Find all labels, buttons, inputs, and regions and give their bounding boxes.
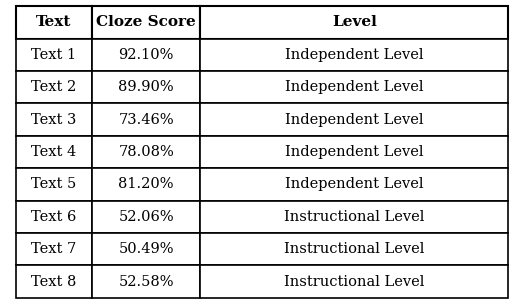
Text: Text 4: Text 4	[31, 145, 77, 159]
Bar	[92, 71, 200, 103]
Bar	[16, 168, 92, 201]
Text: 50.49%: 50.49%	[118, 242, 174, 256]
Text: Text 7: Text 7	[31, 242, 77, 256]
Text: Instructional Level: Instructional Level	[284, 210, 424, 224]
Bar	[200, 103, 508, 136]
Bar	[16, 265, 92, 298]
Text: 92.10%: 92.10%	[118, 48, 174, 62]
Text: Independent Level: Independent Level	[285, 80, 423, 94]
Text: Cloze Score: Cloze Score	[96, 15, 196, 29]
Bar	[16, 103, 92, 136]
Text: Independent Level: Independent Level	[285, 112, 423, 126]
Text: Text 3: Text 3	[31, 112, 77, 126]
Bar	[200, 71, 508, 103]
Text: Independent Level: Independent Level	[285, 178, 423, 192]
Text: Text 5: Text 5	[31, 178, 77, 192]
Bar	[92, 39, 200, 71]
Bar	[92, 233, 200, 265]
Bar	[16, 201, 92, 233]
Text: Instructional Level: Instructional Level	[284, 242, 424, 256]
Text: 52.58%: 52.58%	[118, 275, 174, 289]
Bar	[200, 136, 508, 168]
Bar	[16, 6, 92, 39]
Text: 73.46%: 73.46%	[118, 112, 174, 126]
Bar	[200, 201, 508, 233]
Text: Level: Level	[332, 15, 377, 29]
Text: Instructional Level: Instructional Level	[284, 275, 424, 289]
Bar	[92, 168, 200, 201]
Text: Text 6: Text 6	[31, 210, 77, 224]
Text: 81.20%: 81.20%	[118, 178, 174, 192]
Bar	[200, 233, 508, 265]
Text: 89.90%: 89.90%	[118, 80, 174, 94]
Text: Text 1: Text 1	[31, 48, 77, 62]
Bar	[200, 6, 508, 39]
Bar	[16, 136, 92, 168]
Text: Independent Level: Independent Level	[285, 48, 423, 62]
Text: 78.08%: 78.08%	[118, 145, 174, 159]
Text: Text: Text	[36, 15, 72, 29]
Bar	[92, 103, 200, 136]
Bar	[92, 265, 200, 298]
Bar	[200, 265, 508, 298]
Bar	[200, 168, 508, 201]
Bar	[16, 39, 92, 71]
Text: Text 2: Text 2	[31, 80, 77, 94]
Bar	[16, 233, 92, 265]
Bar	[92, 6, 200, 39]
Bar	[16, 71, 92, 103]
Bar	[92, 201, 200, 233]
Bar	[92, 136, 200, 168]
Bar	[200, 39, 508, 71]
Text: Independent Level: Independent Level	[285, 145, 423, 159]
Text: Text 8: Text 8	[31, 275, 77, 289]
Text: 52.06%: 52.06%	[118, 210, 174, 224]
